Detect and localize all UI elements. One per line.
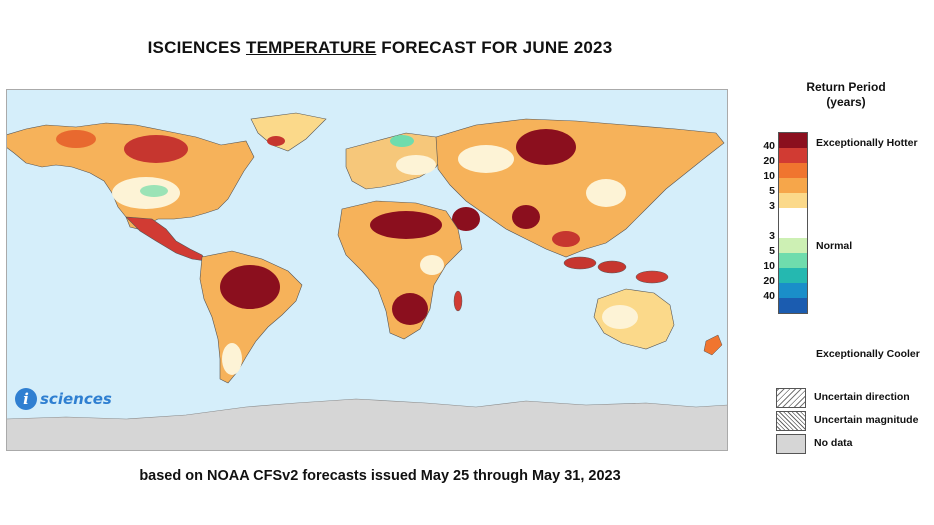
africa xyxy=(337,200,463,340)
title-underlined-word: TEMPERATURE xyxy=(245,38,377,57)
legend-swatch xyxy=(778,283,808,298)
greenland-hot xyxy=(267,136,285,146)
isciences-logo-mark: i sciences xyxy=(15,388,112,410)
europe-normal xyxy=(396,155,436,175)
legend-tick-label: 20 xyxy=(763,275,775,287)
legend-tick-label: 3 xyxy=(769,230,775,242)
usa-cool-spot xyxy=(140,185,168,197)
legend-label-hot: Exceptionally Hotter xyxy=(816,137,918,149)
madagascar xyxy=(453,290,463,312)
scandinavia-cool xyxy=(390,135,414,147)
legend-tick-label: 40 xyxy=(763,290,775,302)
europe xyxy=(345,132,447,190)
hatch-label-magnitude: Uncertain magnitude xyxy=(814,414,919,426)
china-normal xyxy=(586,179,626,207)
antarctica xyxy=(6,398,728,451)
amazon-hot xyxy=(220,265,280,309)
legend-tick-label: 3 xyxy=(769,200,775,212)
no-data-swatch xyxy=(776,434,806,454)
legend-swatch xyxy=(778,132,808,148)
legend-swatch xyxy=(778,178,808,193)
legend-color-scale xyxy=(778,132,808,314)
legend-tick-label: 5 xyxy=(769,185,775,197)
logo-letter: i xyxy=(23,390,29,408)
siberia-hot xyxy=(516,129,576,165)
sahara-hot xyxy=(370,211,442,239)
se-asia-hot xyxy=(552,231,580,247)
legend-swatch xyxy=(778,268,808,283)
new-zealand xyxy=(703,334,723,356)
australia-normal xyxy=(602,305,638,329)
legend-tick-label: 10 xyxy=(763,260,775,272)
india-hot xyxy=(512,205,540,229)
hatch-uncertain-magnitude xyxy=(776,411,806,431)
legend-label-cool: Exceptionally Cooler xyxy=(816,348,920,360)
legend-title-line2: (years) xyxy=(826,95,866,109)
canada-hot-spot-west xyxy=(56,130,96,148)
legend-swatch xyxy=(778,238,808,253)
hatch-label-nodata: No data xyxy=(814,437,853,449)
logo-text: sciences xyxy=(40,390,112,408)
canada-hot-spot xyxy=(124,135,188,163)
legend-tick-label: 40 xyxy=(763,140,775,152)
legend-title-line1: Return Period xyxy=(806,80,886,94)
world-map xyxy=(6,89,728,451)
map-title: ISCIENCES TEMPERATURE FORECAST FOR JUNE … xyxy=(0,38,760,58)
title-prefix: ISCIENCES xyxy=(147,38,246,57)
legend-swatch xyxy=(778,253,808,268)
hatch-label-direction: Uncertain direction xyxy=(814,391,910,403)
isciences-logo: i sciences xyxy=(14,385,124,418)
new-guinea xyxy=(635,270,669,284)
legend-swatch xyxy=(778,298,808,314)
legend-swatch xyxy=(778,208,808,223)
arabia-hot xyxy=(452,207,480,231)
title-suffix: FORECAST FOR JUNE 2023 xyxy=(376,38,613,57)
legend-tick-label: 10 xyxy=(763,170,775,182)
east-africa-normal xyxy=(420,255,444,275)
map-subtitle: based on NOAA CFSv2 forecasts issued May… xyxy=(139,468,621,484)
legend-title: Return Period (years) xyxy=(786,80,906,110)
legend-swatch xyxy=(778,193,808,208)
legend-swatch xyxy=(778,223,808,238)
indonesia-2 xyxy=(597,260,627,274)
legend-label-normal: Normal xyxy=(816,240,853,252)
legend-swatch xyxy=(778,163,808,178)
southern-africa-hot xyxy=(392,293,428,325)
legend-tick-label: 20 xyxy=(763,155,775,167)
central-asia-normal xyxy=(458,145,514,173)
patagonia-normal xyxy=(222,343,242,375)
hatch-uncertain-direction xyxy=(776,388,806,408)
north-america xyxy=(6,122,255,230)
legend-swatch xyxy=(778,148,808,163)
indonesia-1 xyxy=(563,256,597,270)
legend-tick-label: 5 xyxy=(769,245,775,257)
